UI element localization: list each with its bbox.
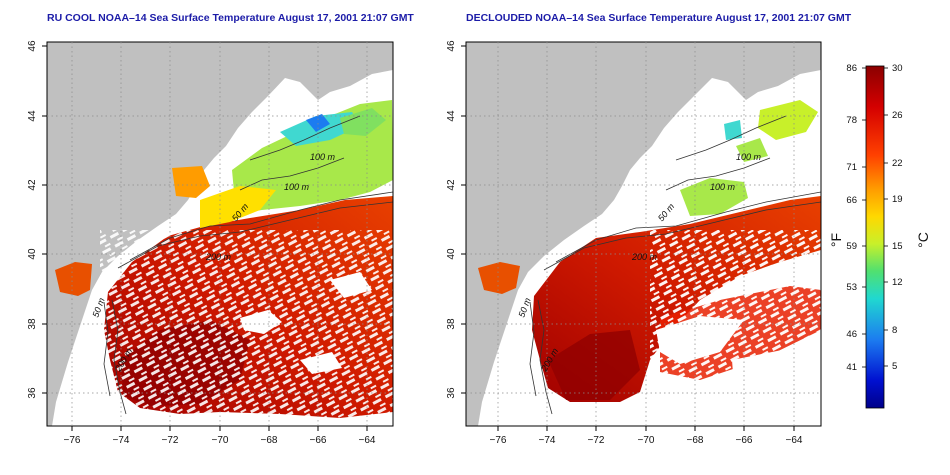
celsius-tick: 30 bbox=[892, 63, 903, 74]
lon-tick-label: −70 bbox=[212, 435, 229, 446]
lon-tick-label: −76 bbox=[490, 435, 507, 446]
fahrenheit-unit-label: °F bbox=[828, 233, 844, 247]
longitude-axis: −76 −74 −72 −70 −68 −66 −64 bbox=[490, 426, 803, 446]
lon-tick-label: −64 bbox=[786, 435, 803, 446]
lat-tick-label: 46 bbox=[446, 40, 457, 52]
lat-tick-label: 42 bbox=[446, 179, 457, 191]
fahrenheit-tick: 46 bbox=[846, 329, 857, 340]
contour-label: 100 m bbox=[310, 152, 336, 162]
right-map-panel: 100 m 100 m 50 m 200 m 50 m 200 m −76 −7… bbox=[446, 40, 822, 446]
latitude-axis: 46 44 42 40 38 36 bbox=[27, 40, 47, 399]
left-map-panel: 100 m 100 m 50 m 200 m 50 m 200 m −76 −7… bbox=[27, 40, 394, 446]
lon-tick-label: −66 bbox=[736, 435, 753, 446]
longitude-axis: −76 −74 −72 −70 −68 −66 −64 bbox=[64, 426, 376, 446]
lat-tick-label: 40 bbox=[446, 248, 457, 260]
fahrenheit-tick: 78 bbox=[846, 115, 857, 126]
fahrenheit-tick: 71 bbox=[846, 162, 857, 173]
lon-tick-label: −68 bbox=[261, 435, 278, 446]
lat-tick-label: 44 bbox=[27, 110, 38, 122]
celsius-tick: 12 bbox=[892, 277, 903, 288]
lon-tick-label: −64 bbox=[359, 435, 376, 446]
lon-tick-label: −66 bbox=[310, 435, 327, 446]
lon-tick-label: −76 bbox=[64, 435, 81, 446]
celsius-tick: 15 bbox=[892, 241, 903, 252]
graticule bbox=[466, 42, 821, 426]
contour-label: 200 m bbox=[205, 252, 232, 262]
lat-tick-label: 38 bbox=[27, 318, 38, 330]
fahrenheit-tick: 86 bbox=[846, 63, 857, 74]
celsius-tick: 26 bbox=[892, 110, 903, 121]
bathymetry-contours bbox=[103, 115, 393, 415]
lat-tick-label: 36 bbox=[446, 387, 457, 399]
land-mass bbox=[466, 42, 821, 426]
fahrenheit-tick: 53 bbox=[846, 282, 857, 293]
lon-tick-label: −68 bbox=[687, 435, 704, 446]
celsius-unit-label: °C bbox=[915, 232, 931, 248]
lat-tick-label: 44 bbox=[446, 110, 457, 122]
cool-water-region bbox=[680, 178, 748, 216]
lat-tick-label: 36 bbox=[27, 387, 38, 399]
contour-label: 100 m bbox=[284, 182, 310, 192]
lat-tick-label: 42 bbox=[27, 179, 38, 191]
fahrenheit-tick: 59 bbox=[846, 241, 857, 252]
graticule bbox=[47, 42, 393, 426]
lon-tick-label: −74 bbox=[539, 435, 556, 446]
temperature-colorbar: 86 78 71 66 59 53 46 41 30 26 22 19 15 1… bbox=[828, 63, 931, 409]
lon-tick-label: −72 bbox=[162, 435, 179, 446]
lat-tick-label: 46 bbox=[27, 40, 38, 52]
lat-tick-label: 40 bbox=[27, 248, 38, 260]
right-map-title: DECLOUDED NOAA–14 Sea Surface Temperatur… bbox=[466, 12, 852, 24]
celsius-tick: 5 bbox=[892, 361, 897, 372]
map-frame bbox=[465, 41, 822, 427]
lat-tick-label: 38 bbox=[446, 318, 457, 330]
left-map-title: RU COOL NOAA–14 Sea Surface Temperature … bbox=[47, 12, 414, 24]
celsius-tick: 19 bbox=[892, 194, 903, 205]
fahrenheit-tick: 41 bbox=[846, 362, 857, 373]
celsius-tick: 22 bbox=[892, 158, 903, 169]
latitude-axis: 46 44 42 40 38 36 bbox=[446, 40, 466, 399]
land-mass bbox=[47, 42, 393, 426]
contour-label: 100 m bbox=[736, 152, 762, 162]
colorbar-gradient bbox=[865, 65, 885, 409]
lon-tick-label: −70 bbox=[638, 435, 655, 446]
celsius-tick: 8 bbox=[892, 325, 897, 336]
fahrenheit-tick: 66 bbox=[846, 195, 857, 206]
lon-tick-label: −74 bbox=[113, 435, 130, 446]
contour-label: 200 m bbox=[631, 252, 658, 262]
contour-label: 100 m bbox=[710, 182, 736, 192]
lon-tick-label: −72 bbox=[588, 435, 605, 446]
